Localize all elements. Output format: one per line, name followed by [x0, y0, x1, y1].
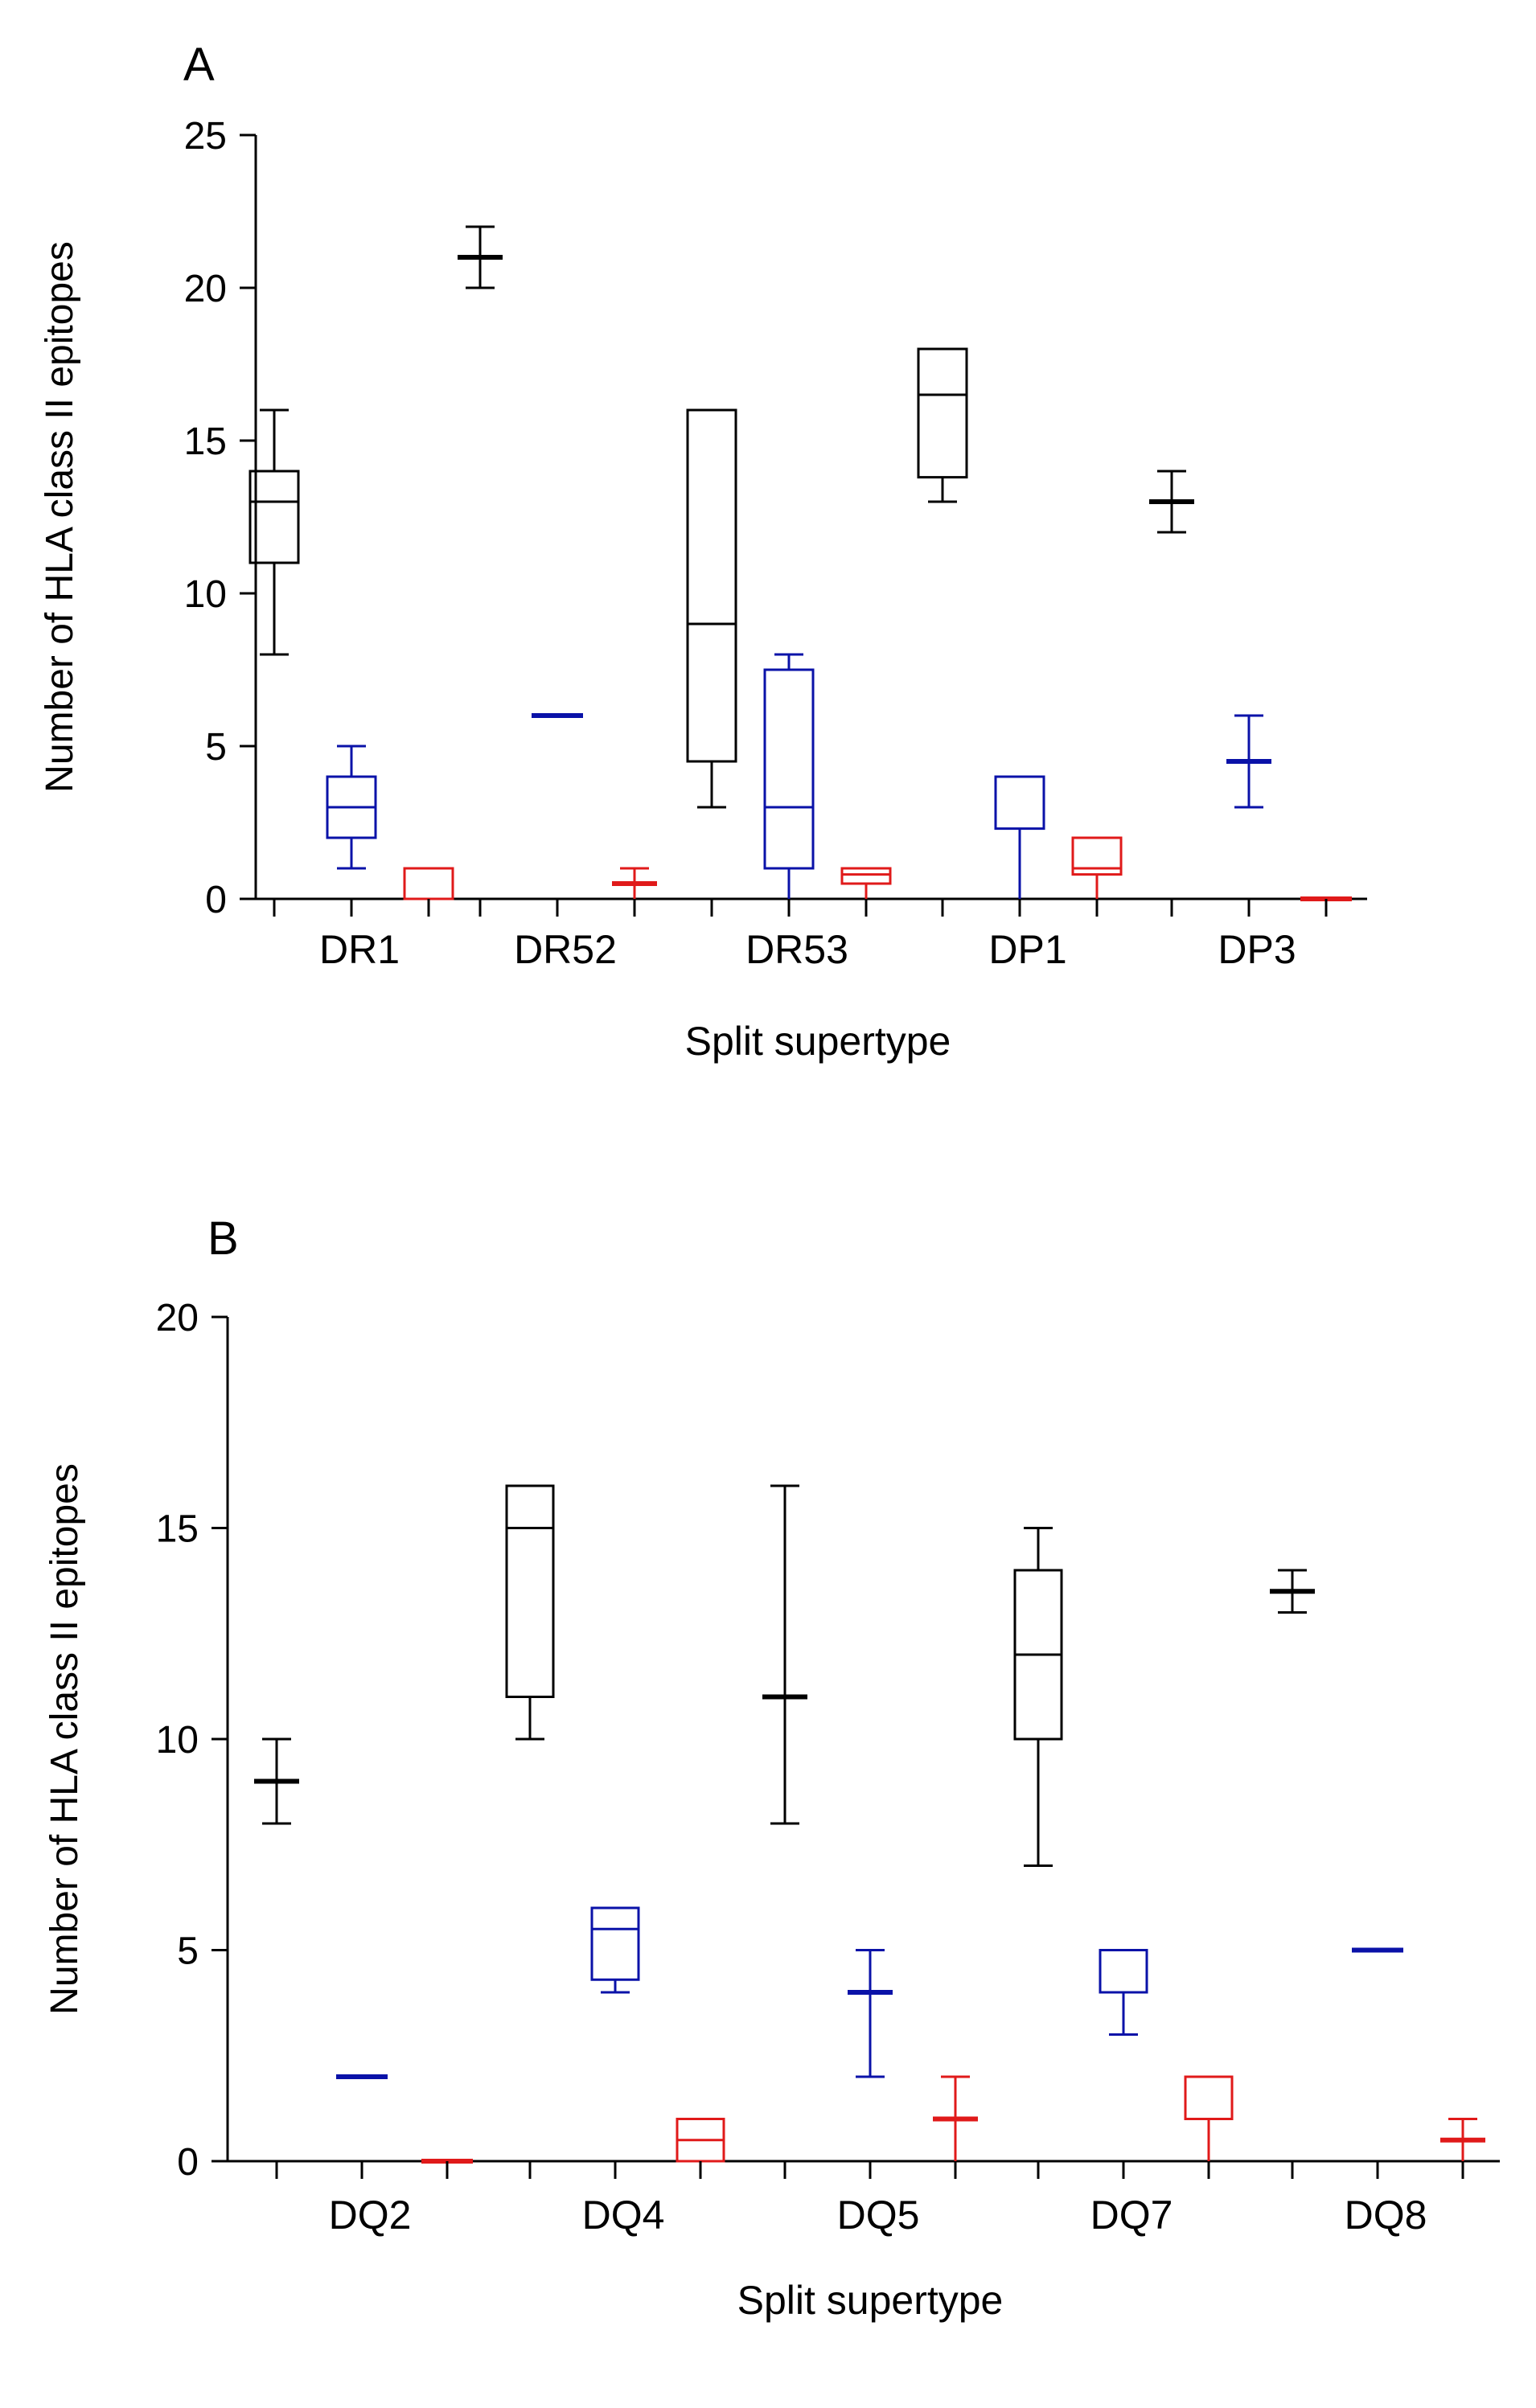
y-tick-label: 10: [156, 1719, 199, 1762]
box-black-dr53: [686, 408, 737, 809]
series-black: [248, 225, 1194, 809]
series-blue: [326, 653, 1271, 899]
box-black-dp3: [1149, 470, 1194, 534]
box-iqr: [590, 1906, 640, 1981]
y-tick-label: 5: [205, 726, 227, 769]
series-blue: [336, 1906, 1403, 2079]
box-blue-dr53: [763, 653, 815, 899]
box-black-dq2: [254, 1737, 299, 1825]
box-red-dq8: [1440, 2118, 1485, 2161]
panel-b: B 0 5 10 15 20 Number of HLA class II epitopes…: [43, 1212, 1500, 2323]
box-iqr: [994, 775, 1045, 831]
x-tick-label: DQ4: [582, 2193, 665, 2238]
box-iqr: [1184, 2075, 1234, 2120]
box-iqr: [403, 867, 454, 900]
box-black-dq7: [1013, 1527, 1063, 1867]
box-blue-dq5: [848, 1949, 893, 2078]
y-tick-label: 20: [184, 268, 227, 310]
box-black-dq4: [505, 1484, 555, 1741]
box-iqr: [917, 347, 968, 479]
box-red-dr52: [612, 867, 657, 899]
panel-label: B: [207, 1212, 239, 1265]
axes: [254, 135, 1367, 900]
box-black-dq8: [1270, 1569, 1315, 1614]
panel-a: A 0 5 10 15 20 25 Number of HLA class II epitop…: [39, 39, 1367, 1064]
y-tick-label: 15: [156, 1508, 199, 1551]
y-tick-label: 15: [184, 420, 227, 463]
box-blue-dp3: [1226, 714, 1271, 809]
box-red-dq4: [676, 2118, 725, 2163]
x-tick-label: DQ7: [1090, 2193, 1173, 2238]
y-tick-label: 20: [156, 1297, 199, 1339]
box-red-dq7: [1184, 2075, 1234, 2161]
y-tick-label: 25: [184, 115, 227, 158]
x-tick-label: DR1: [319, 927, 400, 972]
series-black: [254, 1484, 1315, 1867]
series-red: [421, 2075, 1485, 2164]
x-tick-label: DP3: [1218, 927, 1296, 972]
box-iqr: [686, 408, 737, 763]
box-red-dp1: [1071, 836, 1123, 899]
axes: [226, 1317, 1500, 2163]
y-axis-title: Number of HLA class II epitopes: [43, 1463, 86, 2015]
panel-label: A: [183, 39, 215, 91]
x-tick-label: DR53: [745, 927, 848, 972]
x-axis-title: Split supertype: [737, 2278, 1004, 2323]
y-tick-label: 5: [177, 1930, 199, 1973]
box-iqr: [505, 1484, 555, 1698]
box-blue-dr1: [326, 745, 377, 870]
box-black-dp1: [917, 347, 968, 503]
box-blue-dp1: [994, 775, 1045, 899]
box-red-dq5: [933, 2075, 978, 2161]
x-tick-label: DQ2: [329, 2193, 412, 2238]
box-blue-dq7: [1099, 1949, 1148, 2036]
box-iqr: [840, 867, 892, 885]
y-tick-label: 10: [184, 573, 227, 616]
box-red-dr53: [840, 867, 892, 899]
x-axis-title: Split supertype: [685, 1019, 951, 1064]
box-black-dq5: [762, 1484, 807, 1825]
y-tick-label: 0: [177, 2141, 199, 2184]
box-iqr: [1071, 836, 1123, 876]
x-tick-label: DQ5: [837, 2193, 920, 2238]
box-black-dr1: [248, 408, 300, 656]
box-black-dr52: [458, 225, 503, 289]
x-tick-label: DR52: [514, 927, 617, 972]
x-tick-label: DQ8: [1345, 2193, 1427, 2238]
box-iqr: [1099, 1949, 1148, 1994]
series-red: [403, 836, 1352, 901]
y-tick-label: 0: [205, 879, 227, 921]
box-iqr: [763, 668, 815, 870]
x-tick-label: DP1: [988, 927, 1066, 972]
box-iqr: [248, 470, 300, 564]
box-blue-dq4: [590, 1906, 640, 1994]
box-red-dr1: [403, 867, 454, 900]
y-axis-title: Number of HLA class II epitopes: [39, 241, 81, 793]
